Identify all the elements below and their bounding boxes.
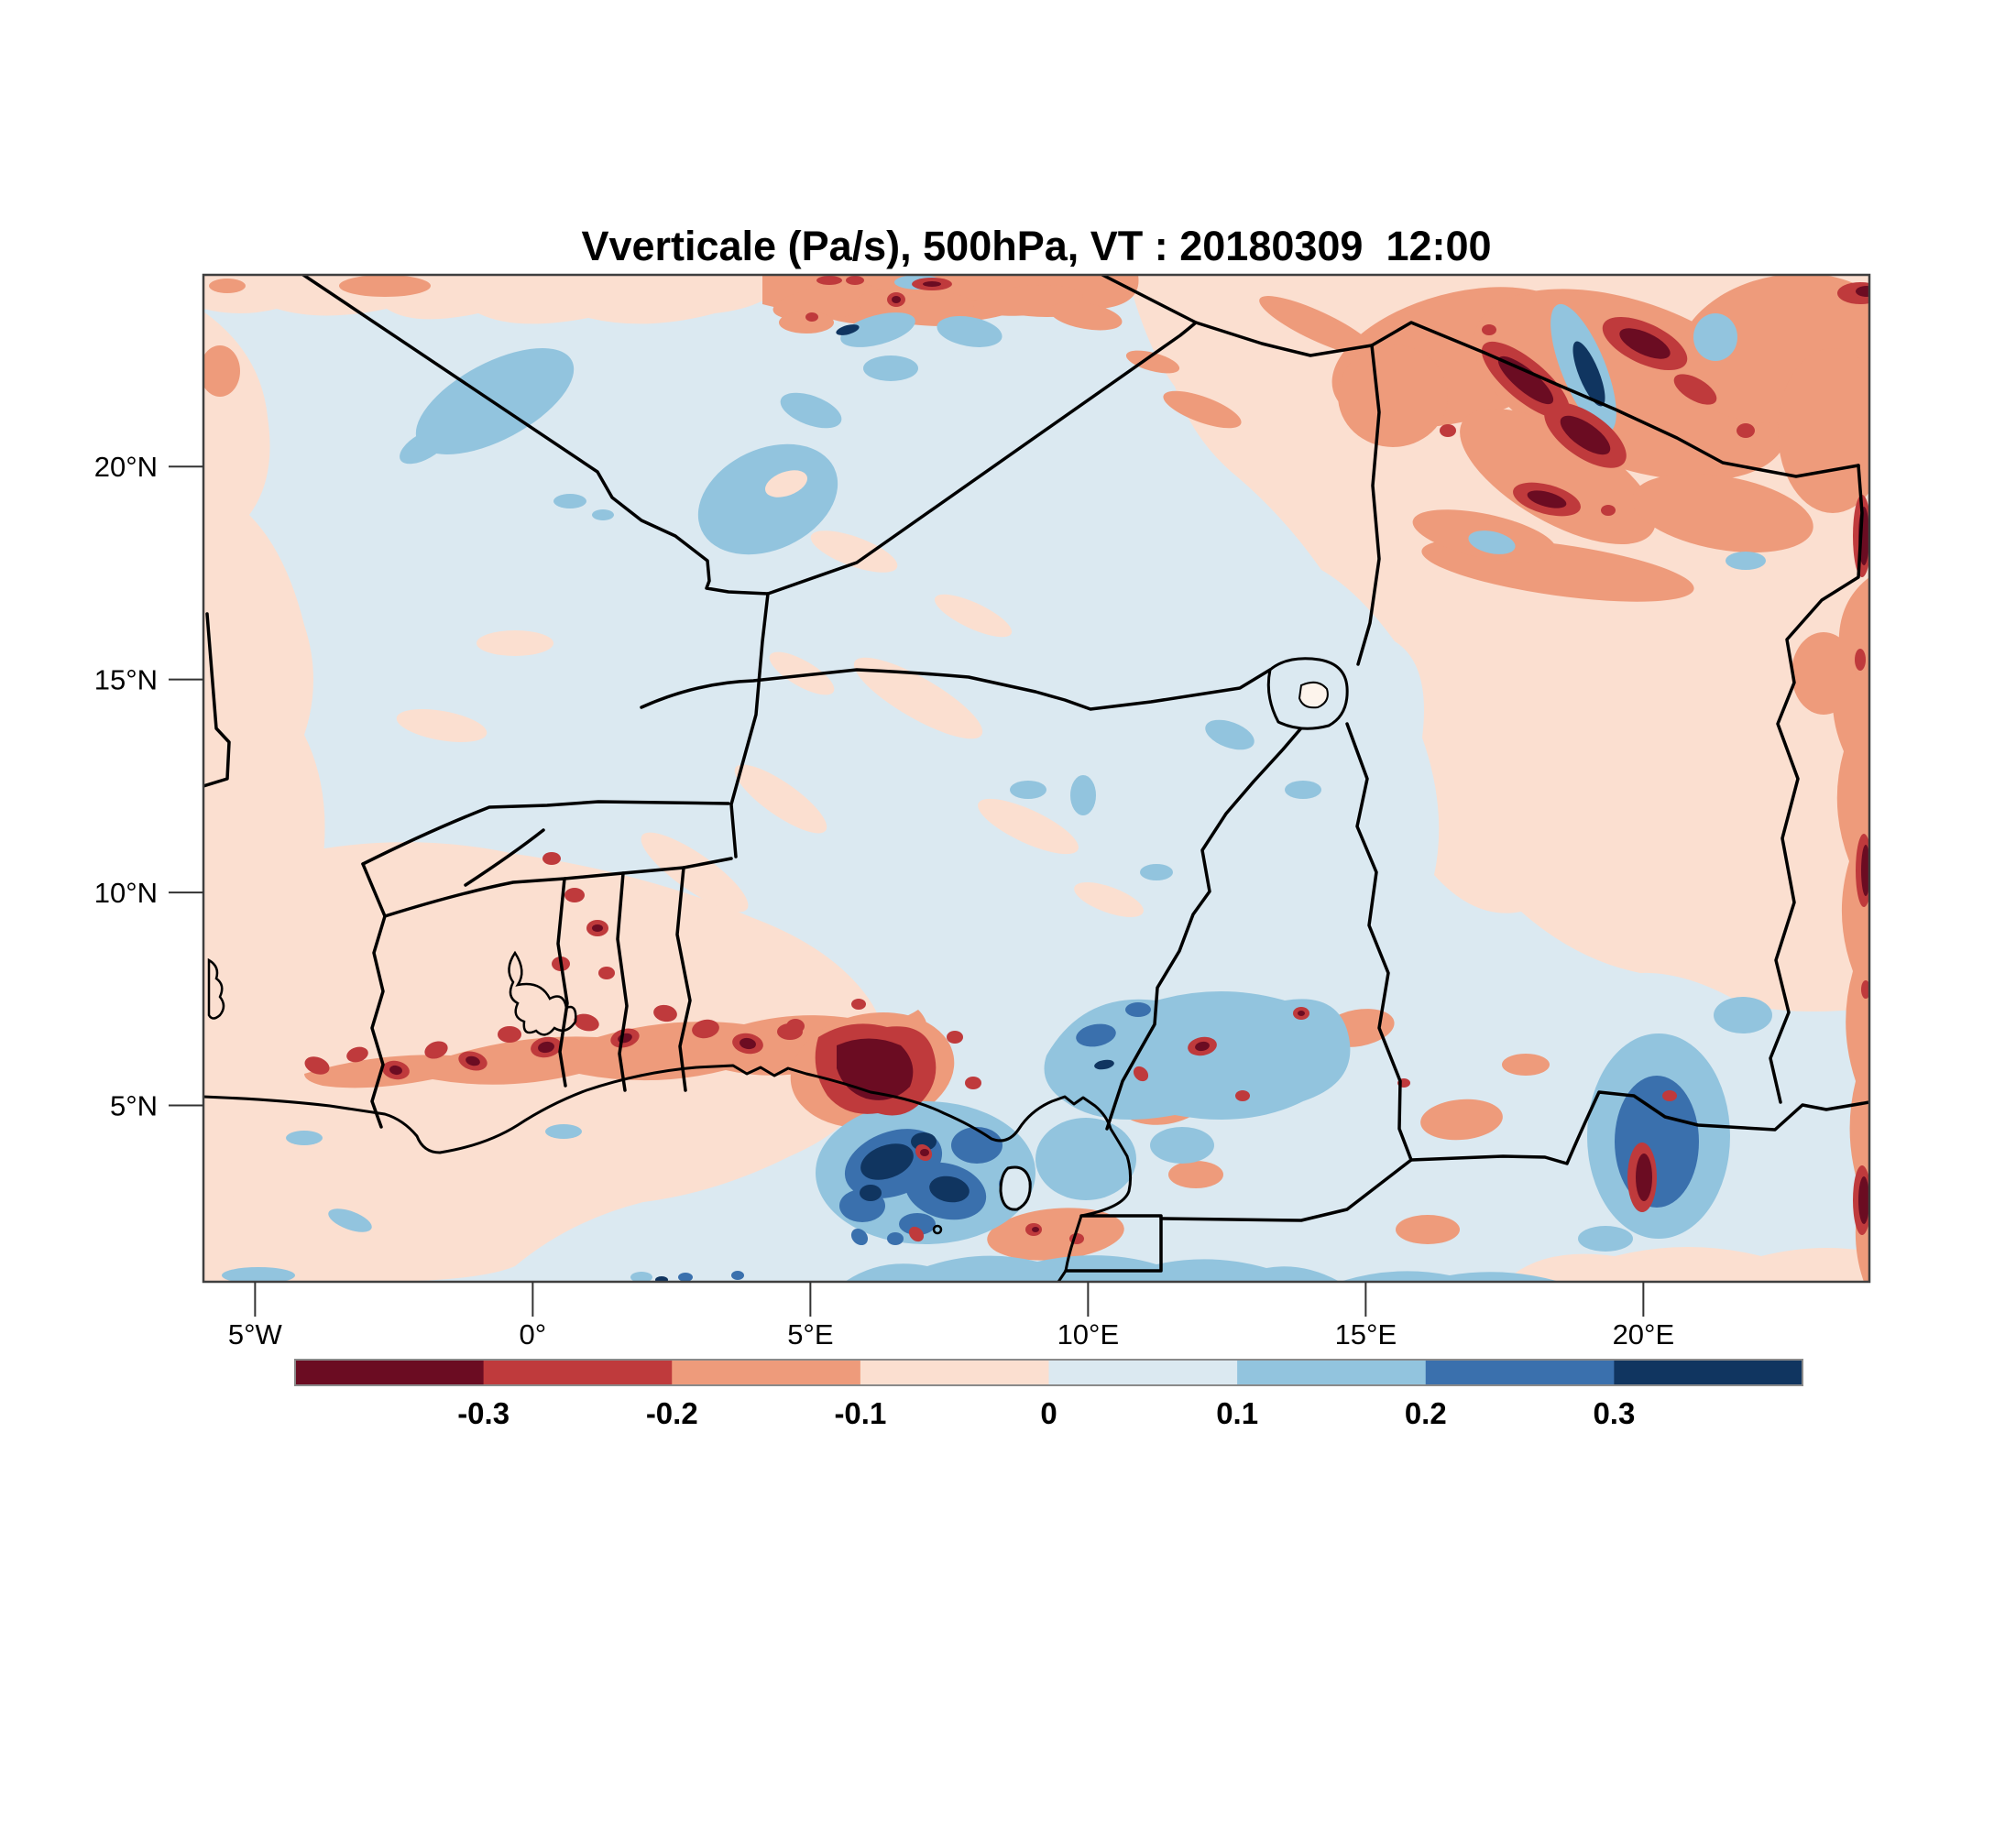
lake-chad <box>1266 657 1349 730</box>
x-tick-label: 5°W <box>228 1318 283 1350</box>
country-borders <box>203 275 1869 1273</box>
colorbar-segment <box>1614 1360 1803 1385</box>
y-tick-label: 10°N <box>94 877 158 909</box>
colorbar-segment <box>672 1360 861 1385</box>
heatmap-field <box>203 275 1869 1282</box>
field-maroon-cores <box>389 281 1869 1232</box>
colorbar-segment <box>1425 1360 1615 1385</box>
x-tick-label: 15°E <box>1335 1318 1397 1350</box>
colorbar-tick-label: 0 <box>1040 1396 1057 1430</box>
y-tick-label: 15°N <box>94 664 158 696</box>
colorbar-segment <box>483 1360 673 1385</box>
coastal-lagoon <box>207 957 225 1020</box>
plot-title: Vverticale (Pa/s), 500hPa, VT : 20180309… <box>581 223 1492 269</box>
coastline <box>203 1064 1133 1282</box>
colorbar-tick-label: -0.2 <box>646 1396 698 1430</box>
colorbar-tick-label: 0.3 <box>1593 1396 1635 1430</box>
colorbar-outline <box>294 1359 1803 1386</box>
map-frame <box>202 273 1871 1284</box>
x-tick-label: 0° <box>520 1318 547 1350</box>
colorbar: -0.3 -0.2 -0.1 0 0.1 0.2 0.3 <box>294 1359 1803 1430</box>
lake-volta <box>508 950 577 1036</box>
colorbar-segment <box>1048 1360 1238 1385</box>
field-mediumblue-regions <box>678 1002 1699 1282</box>
colorbar-tick-label: -0.1 <box>834 1396 886 1430</box>
colorbar-tick-label: 0.2 <box>1405 1396 1447 1430</box>
x-tick-label: 20°E <box>1613 1318 1675 1350</box>
colorbar-tick-label: -0.3 <box>457 1396 509 1430</box>
y-axis: 5°N 10°N 15°N 20°N <box>94 451 203 1122</box>
bioko-island <box>999 1165 1032 1211</box>
x-axis: 5°W 0° 5°E 10°E 15°E 20°E <box>228 1282 1674 1350</box>
x-tick-label: 10°E <box>1057 1318 1120 1350</box>
x-tick-label: 5°E <box>787 1318 833 1350</box>
colorbar-segment <box>860 1360 1049 1385</box>
y-tick-label: 20°N <box>94 451 158 483</box>
small-island <box>932 1224 943 1235</box>
colorbar-segment <box>295 1360 485 1385</box>
colorbar-tick-label: 0.1 <box>1216 1396 1258 1430</box>
y-tick-label: 5°N <box>110 1090 158 1122</box>
colorbar-segment <box>1237 1360 1427 1385</box>
field-details <box>765 470 807 498</box>
